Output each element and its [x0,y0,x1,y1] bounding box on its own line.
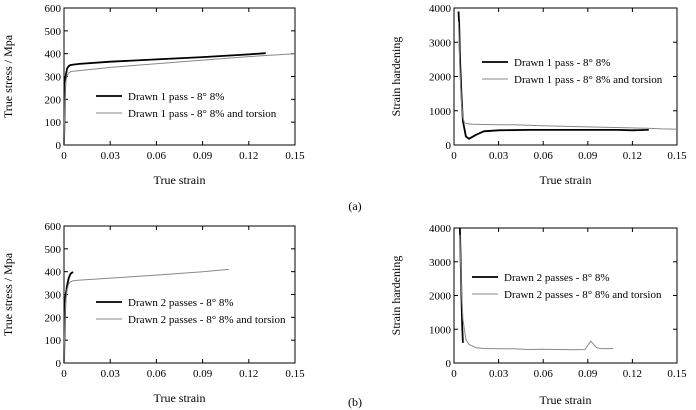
series-line-2 [63,53,296,146]
x-tick-label: 0 [61,150,67,162]
x-tick-label: 0.03 [489,368,509,380]
y-axis-label: Strain hardening [389,37,403,117]
y-tick-label: 600 [45,221,62,233]
y-tick-label: 0 [446,140,452,152]
panel-label-a: (a) [348,199,361,213]
x-tick-label: 0.15 [285,150,305,162]
legend-label-2: Drawn 2 passes - 8° 8% and torsion [128,314,286,326]
series-line-2 [458,21,678,130]
series-line-2 [459,234,614,351]
x-tick-label: 0.15 [667,368,687,380]
y-tick-label: 200 [45,312,62,324]
x-tick-label: 0.15 [667,150,687,162]
y-tick-label: 0 [56,140,62,152]
y-tick-label: 3000 [429,257,452,269]
x-tick-label: 0.03 [101,368,121,380]
y-tick-label: 1000 [429,324,452,336]
x-tick-label: 0.12 [239,368,258,380]
chart-1: 0 0.03 0.06 0.09 0.12 0.15 0 100 200 300 400 500 600… [1,3,305,187]
y-tick-label: 2000 [429,291,452,303]
y-tick-label: 3000 [429,37,452,49]
chart-2: 0 0.03 0.06 0.09 0.12 0.15 0 1000 2000 3000 4000 Tr… [389,3,687,187]
legend-label-1: Drawn 2 passes - 8° 8% [504,272,610,284]
x-tick-label: 0 [61,368,67,380]
x-tick-label: 0.06 [534,150,554,162]
y-axis-label: True stress / Mpa [1,34,15,118]
x-axis-label: True strain [154,391,206,405]
series-line-1 [63,52,266,146]
x-tick-label: 0.03 [489,150,509,162]
y-tick-label: 500 [45,244,62,256]
y-tick-label: 300 [45,290,62,302]
y-tick-label: 0 [446,358,452,370]
y-tick-label: 200 [45,94,62,106]
x-tick-label: 0.15 [285,368,305,380]
y-axis-label: Strain hardening [389,256,403,336]
y-tick-label: 300 [45,72,62,84]
legend-label-1: Drawn 1 pass - 8° 8% [514,57,610,69]
y-tick-label: 600 [45,3,62,15]
x-tick-label: 0.06 [147,150,167,162]
legend-label-2: Drawn 1 pass - 8° 8% and torsion [514,74,663,86]
y-tick-label: 100 [45,335,62,347]
y-tick-label: 4000 [429,3,452,15]
legend-label-2: Drawn 2 passes - 8° 8% and torsion [504,289,662,301]
x-tick-label: 0.06 [534,368,554,380]
x-tick-label: 0.06 [147,368,167,380]
legend-label-2: Drawn 1 pass - 8° 8% and torsion [128,108,277,120]
y-tick-label: 100 [45,117,62,129]
x-axis-label: True strain [154,173,206,187]
legend-label-1: Drawn 1 pass - 8° 8% [128,91,224,103]
series-line-2 [63,268,229,364]
y-tick-label: 400 [45,267,62,279]
x-tick-label: 0 [451,150,457,162]
x-axis-label: True strain [540,393,592,407]
x-tick-label: 0.03 [101,150,121,162]
x-tick-label: 0 [451,368,457,380]
y-tick-label: 1000 [429,106,452,118]
plot-frame [63,7,296,146]
x-tick-label: 0.12 [623,368,642,380]
x-tick-label: 0.09 [193,368,213,380]
y-tick-label: 400 [45,49,62,61]
chart-3: 0 0.03 0.06 0.09 0.12 0.15 0 100 200 300 400 500 600… [1,221,305,405]
y-axis-label: True stress / Mpa [1,252,15,336]
y-tick-label: 500 [45,26,62,38]
x-tick-label: 0.09 [578,368,598,380]
x-axis-label: True strain [540,173,592,187]
legend-label-1: Drawn 2 passes - 8° 8% [128,297,234,309]
plot-frame [63,225,296,364]
x-tick-label: 0.12 [239,150,258,162]
chart-4: 0 0.03 0.06 0.09 0.12 0.15 0 1000 2000 3000 4000 Tr… [389,223,687,407]
y-tick-label: 0 [56,358,62,370]
x-tick-label: 0.09 [578,150,598,162]
x-tick-label: 0.12 [623,150,642,162]
x-tick-label: 0.09 [193,150,213,162]
y-tick-label: 2000 [429,72,452,84]
panel-label-b: (b) [348,395,362,409]
y-tick-label: 4000 [429,223,452,235]
